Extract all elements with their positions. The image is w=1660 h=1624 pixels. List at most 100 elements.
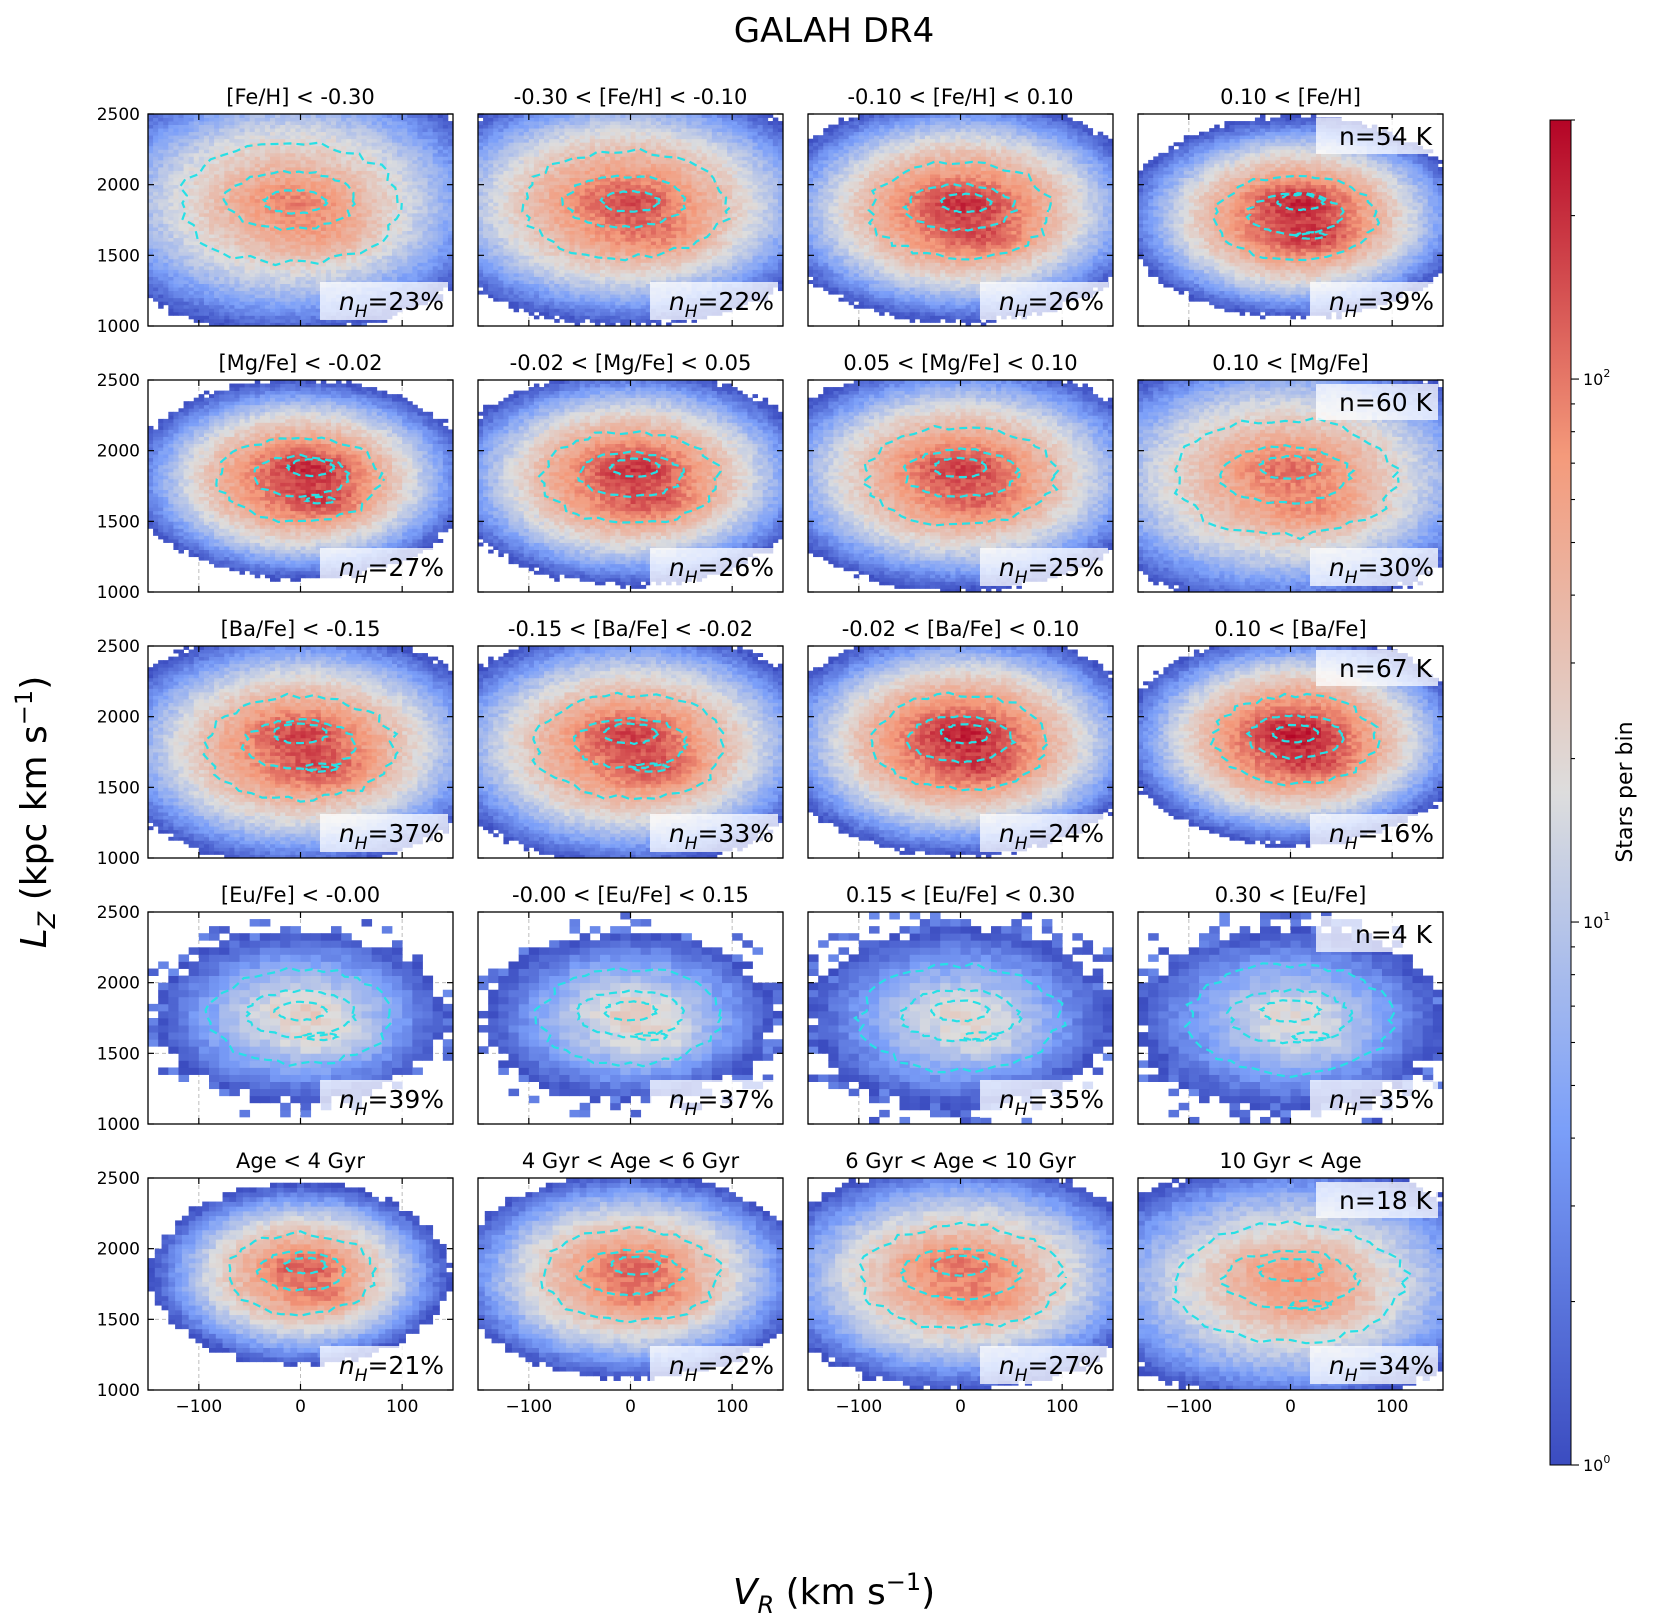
heatmap-bin (432, 135, 439, 140)
heatmap-bin (193, 135, 200, 140)
heatmap-bin (168, 294, 174, 299)
heatmap-bin (341, 174, 347, 178)
heatmap-bin (173, 273, 179, 277)
heatmap-bin (493, 280, 499, 284)
heatmap-bin (777, 255, 783, 260)
heatmap-bin (407, 265, 413, 270)
heatmap-bin (234, 156, 240, 161)
heatmap-bin (402, 251, 408, 256)
heatmap-bin (214, 174, 220, 178)
heatmap-bin (275, 308, 281, 313)
heatmap-bin (605, 248, 611, 253)
heatmap-bin (153, 234, 159, 239)
heatmap-bin (407, 276, 413, 281)
heatmap-bin (259, 209, 266, 214)
heatmap-bin (447, 280, 453, 284)
heatmap-bin (285, 308, 291, 313)
heatmap-bin (584, 315, 591, 320)
heatmap-bin (513, 273, 520, 277)
heatmap-bin (148, 174, 154, 178)
heatmap-bin (661, 241, 667, 246)
heatmap-bin (559, 287, 565, 292)
heatmap-bin (254, 128, 261, 133)
heatmap-bin (727, 251, 733, 256)
heatmap-bin (574, 308, 581, 313)
heatmap-bin (315, 262, 322, 267)
heatmap-bin (661, 230, 667, 235)
heatmap-bin (305, 156, 312, 161)
heatmap-bin (686, 248, 692, 253)
heatmap-bin (315, 230, 322, 235)
heatmap-bin (513, 237, 520, 242)
heatmap-bin (249, 304, 256, 309)
heatmap-bin (336, 276, 342, 281)
heatmap-bin (397, 167, 403, 171)
heatmap-bin (183, 265, 190, 270)
heatmap-bin (244, 318, 251, 323)
heatmap-bin (528, 283, 535, 288)
heatmap-bin (381, 163, 388, 168)
heatmap-bin (356, 163, 362, 168)
heatmap-bin (188, 248, 195, 253)
heatmap-bin (615, 280, 621, 284)
heatmap-bin (305, 114, 312, 118)
heatmap-bin (188, 308, 195, 313)
heatmap-bin (239, 308, 245, 313)
heatmap-bin (224, 220, 230, 224)
heatmap-bin (229, 124, 235, 129)
heatmap-bin (320, 244, 327, 249)
heatmap-bin (239, 121, 245, 125)
heatmap-bin (188, 142, 195, 147)
heatmap-bin (417, 258, 423, 263)
heatmap-bin (259, 297, 266, 302)
heatmap-bin (249, 237, 256, 242)
heatmap-bin (254, 188, 261, 193)
heatmap-bin (183, 287, 190, 292)
heatmap-bin (488, 265, 494, 270)
heatmap-bin (341, 318, 347, 323)
heatmap-bin (158, 212, 164, 217)
heatmap-bin (158, 290, 164, 295)
heatmap-bin (564, 280, 570, 284)
heatmap-bin (315, 159, 322, 164)
heatmap-bin (254, 311, 261, 316)
heatmap-bin (716, 230, 723, 235)
heatmap-bin (341, 241, 347, 246)
heatmap-bin (432, 202, 439, 207)
heatmap-bin (432, 191, 439, 196)
heatmap-bin (203, 220, 210, 224)
heatmap-bin (366, 163, 373, 168)
heatmap-bin (569, 297, 575, 302)
heatmap-bin (422, 191, 428, 196)
heatmap-bin (402, 159, 408, 164)
heatmap-bin (544, 237, 550, 242)
heatmap-bin (158, 262, 164, 267)
heatmap-bin (178, 177, 184, 182)
heatmap-bin (168, 255, 174, 260)
heatmap-bin (254, 318, 261, 323)
heatmap-bin (772, 248, 779, 253)
heatmap-bin (528, 251, 535, 256)
heatmap-bin (381, 174, 388, 178)
heatmap-bin (285, 237, 291, 242)
heatmap-bin (219, 273, 225, 277)
heatmap-bin (442, 156, 449, 161)
heatmap-bin (295, 159, 301, 164)
heatmap-bin (239, 145, 245, 150)
heatmap-bin (564, 287, 570, 292)
heatmap-bin (259, 241, 266, 246)
heatmap-bin (533, 251, 540, 256)
heatmap-bin (402, 177, 408, 182)
heatmap-bin (442, 177, 449, 182)
heatmap-bin (300, 255, 306, 260)
heatmap-bin (747, 230, 753, 235)
heatmap-bin (569, 301, 575, 306)
heatmap-bin (300, 301, 306, 306)
heatmap-bin (173, 188, 179, 193)
heatmap-bin (356, 269, 362, 274)
heatmap-bin (371, 230, 378, 235)
heatmap-bin (361, 258, 367, 263)
heatmap-bin (447, 188, 453, 193)
heatmap-bin (198, 212, 205, 217)
